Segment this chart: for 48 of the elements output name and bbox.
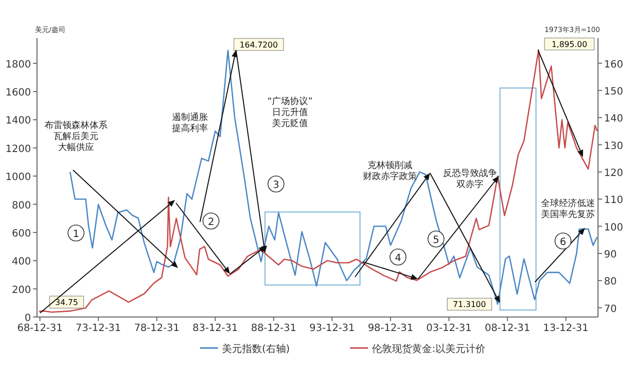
y2-tick-label: 100: [604, 222, 624, 234]
y-tick-label: 600: [12, 228, 31, 240]
annotation: 反恐导致战争双赤字: [443, 168, 497, 190]
annotation: 全球经济低迷美国率先复苏: [541, 198, 595, 220]
y2-tick-label: 70: [604, 304, 617, 315]
x-tick-label: 03-12-31: [426, 323, 472, 334]
data-label: 71.3100: [452, 300, 486, 310]
x-tick-label: 93-12-31: [309, 323, 355, 334]
annotation: 3: [272, 180, 280, 191]
annotation: 2: [208, 217, 214, 228]
y2-tick-label: 160: [604, 59, 624, 70]
x-tick-label: 08-12-31: [484, 323, 530, 334]
x-tick-label: 78-12-31: [134, 323, 180, 334]
y-tick-label: 200: [12, 284, 31, 296]
y2-tick-label: 130: [604, 140, 624, 152]
x-tick-label: 73-12-31: [76, 323, 122, 334]
x-tick-label: 68-12-31: [17, 323, 63, 334]
y-tick-label: 1400: [6, 116, 31, 127]
y2-tick-label: 120: [604, 168, 624, 179]
x-tick-label: 98-12-31: [368, 323, 414, 334]
annotation: 克林顿削减财政赤字政策: [363, 160, 417, 182]
y2-tick-label: 110: [604, 195, 624, 206]
x-tick-label: 13-12-31: [543, 323, 589, 334]
annotation: 4: [394, 253, 402, 264]
data-label: 1,895.00: [552, 40, 588, 49]
y-tick-label: 400: [12, 256, 31, 268]
legend-label: 美元指数(右轴): [222, 343, 290, 355]
annotation: 1: [72, 229, 80, 240]
annotation: 布雷顿森林体系瓦解后美元大幅供应: [44, 120, 108, 153]
y2-tick-label: 90: [604, 249, 617, 260]
y-tick-label: 0: [24, 313, 31, 324]
y-tick-label: 1000: [6, 172, 31, 184]
data-label: 164.7200: [240, 40, 278, 50]
y2-tick-label: 150: [604, 86, 624, 98]
legend-label: 伦敦现货黄金:以美元计价: [372, 343, 486, 355]
x-tick-label: 83-12-31: [192, 323, 238, 334]
x-tick-label: 88-12-31: [250, 323, 296, 334]
annotation: “广场协议”日元升值美元贬值: [267, 96, 313, 129]
annotation: 6: [560, 237, 566, 248]
data-label: 34.75: [55, 298, 78, 308]
y-tick-label: 1800: [6, 59, 31, 70]
y2-tick-label: 80: [604, 276, 617, 288]
annotation: 5: [432, 235, 440, 246]
y-tick-label: 1200: [6, 144, 31, 155]
y2-tick-label: 140: [604, 114, 624, 125]
y-tick-label: 800: [12, 200, 31, 212]
y-tick-label: 1600: [6, 88, 31, 99]
annotation: 遏制通胀提高利率: [172, 112, 208, 134]
